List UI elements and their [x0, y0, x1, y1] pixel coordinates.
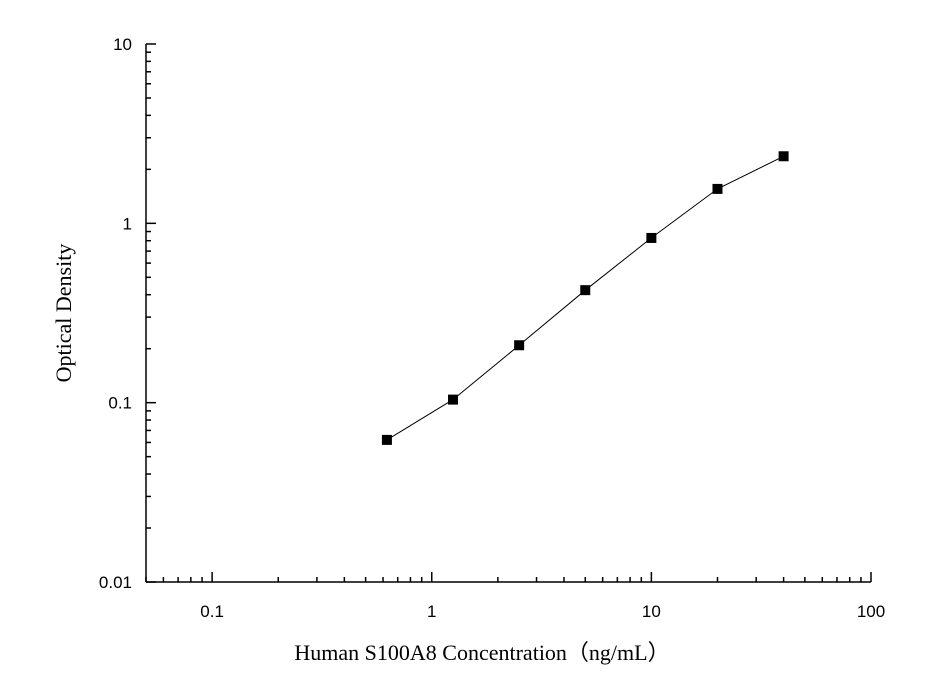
- y-tick-label: 1: [123, 214, 132, 233]
- data-point: [778, 151, 789, 162]
- data-point: [712, 183, 723, 194]
- data-point: [448, 394, 459, 405]
- series-line: [386, 155, 784, 441]
- data-point: [580, 285, 591, 296]
- data-point: [514, 340, 525, 351]
- x-axis-title: Human S100A8 Concentration（ng/mL）: [294, 640, 669, 665]
- axes: 0.1 1 10 100 0.01 0.1 1 10: [99, 35, 885, 621]
- x-tick-label: 0.1: [200, 602, 224, 621]
- x-tick-label: 1: [427, 602, 436, 621]
- data-point: [646, 232, 657, 243]
- y-tick-label: 0.1: [108, 394, 132, 413]
- series-layer: [381, 151, 789, 445]
- y-tick-label: 10: [113, 35, 132, 54]
- y-tick-label: 0.01: [99, 573, 132, 592]
- x-tick-label: 100: [857, 602, 885, 621]
- x-tick-label: 10: [642, 602, 661, 621]
- y-axis-title: Optical Density: [51, 244, 76, 383]
- data-point: [381, 434, 392, 445]
